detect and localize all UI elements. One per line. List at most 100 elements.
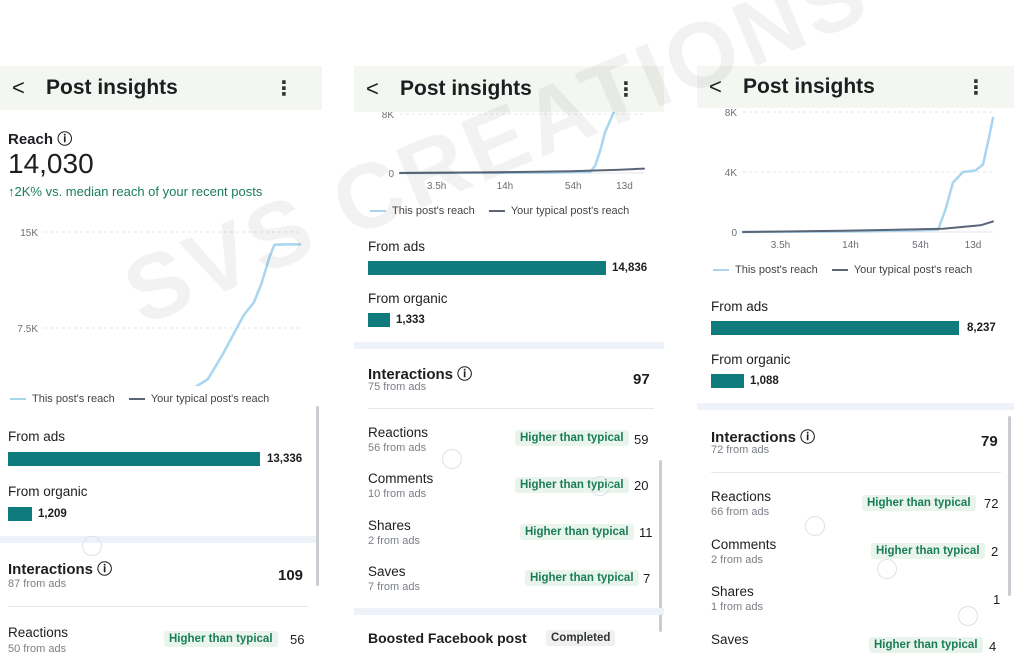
y-tick-label: 8K — [725, 108, 738, 119]
from-organic-bar — [368, 313, 390, 327]
post-reach-swatch — [713, 269, 729, 271]
row-comments-value: 2 — [991, 544, 999, 559]
interactions-label: Interactions ⓘ — [368, 366, 473, 383]
x-tick-label: 14h — [497, 181, 514, 192]
higher-than-typical-badge: Higher than typical — [164, 631, 278, 647]
section-divider — [354, 608, 664, 615]
reach-chart: 0 4K 8K 3.5h 14h 54h 13d — [725, 108, 995, 251]
typical-reach-swatch — [128, 398, 145, 400]
page-title: Post insights — [743, 75, 875, 98]
more-vertical-icon[interactable]: ⋮ — [274, 77, 294, 100]
legend-post-reach: This post's reach — [32, 393, 115, 405]
y-tick-label: 15K — [20, 228, 38, 239]
completed-status-badge: Completed — [546, 630, 616, 646]
y-tick-label: 7.5K — [17, 324, 38, 335]
from-ads-label: From ads — [711, 299, 769, 314]
chevron-left-icon[interactable]: < — [12, 75, 25, 100]
scrollbar[interactable] — [316, 406, 319, 586]
higher-than-typical-badge: Higher than typical — [869, 637, 983, 653]
legend-post-reach: This post's reach — [392, 205, 475, 217]
y-tick-label: 0 — [731, 228, 737, 239]
row-reactions-sub: 50 from ads — [8, 643, 67, 654]
post-reach-line — [398, 110, 616, 175]
from-ads-bar — [368, 261, 606, 275]
row-reactions-value: 56 — [290, 632, 305, 647]
chevron-left-icon[interactable]: < — [709, 74, 722, 99]
x-tick-label: 13d — [965, 240, 982, 251]
scrollbar[interactable] — [659, 460, 662, 632]
from-ads-value: 14,836 — [612, 262, 648, 274]
reach-chart: 0 8K 3.5h 14h 54h 13d — [382, 110, 645, 192]
post-reach-line — [194, 243, 302, 386]
row-saves-value: 4 — [989, 639, 997, 654]
chevron-left-icon[interactable]: < — [366, 76, 379, 101]
interactions-label: Interactions ⓘ — [711, 429, 816, 446]
row-shares-sub: 1 from ads — [711, 601, 763, 613]
row-shares-label: Shares — [368, 518, 411, 533]
chart-legend: This post's reach Your typical post's re… — [10, 393, 269, 405]
higher-than-typical-badge: Higher than typical — [871, 543, 985, 559]
interactions-value: 109 — [278, 567, 304, 584]
from-organic-label: From organic — [711, 352, 791, 367]
row-shares-label: Shares — [711, 584, 754, 599]
post-reach-swatch — [370, 210, 386, 212]
more-vertical-icon[interactable]: ⋮ — [966, 76, 986, 99]
higher-than-typical-badge: Higher than typical — [515, 477, 629, 493]
section-divider — [0, 536, 316, 543]
interactions-sub: 72 from ads — [711, 444, 770, 456]
row-reactions-label: Reactions — [368, 425, 429, 440]
section-divider — [354, 342, 664, 349]
higher-than-typical-badge: Higher than typical — [862, 495, 976, 511]
row-saves-label: Saves — [711, 632, 749, 647]
touch-indicator — [590, 476, 610, 496]
page-title: Post insights — [46, 76, 178, 99]
typical-reach-swatch — [488, 210, 505, 212]
y-tick-label: 0 — [388, 169, 394, 180]
touch-indicator — [958, 606, 978, 626]
typical-reach-line — [742, 220, 994, 233]
higher-than-typical-badge: Higher than typical — [520, 524, 634, 540]
from-ads-value: 13,336 — [267, 453, 303, 465]
x-tick-label: 54h — [565, 181, 582, 192]
reach-comparison: ↑2K% vs. median reach of your recent pos… — [8, 184, 263, 199]
post-reach-swatch — [10, 398, 26, 400]
row-comments-label: Comments — [368, 471, 434, 486]
from-ads-bar — [8, 452, 260, 466]
from-organic-value: 1,088 — [750, 375, 779, 387]
post-insights-panel-2: 0 8K 3.5h 14h 54h 13d < Post insights ⋮ This … — [354, 66, 664, 654]
typical-reach-swatch — [831, 269, 848, 271]
header-bar: < Post insights ⋮ — [697, 66, 1014, 108]
from-organic-bar — [711, 374, 744, 388]
row-reactions-sub: 56 from ads — [368, 442, 427, 454]
from-organic-bar — [8, 507, 32, 521]
interactions-value: 79 — [981, 433, 998, 450]
touch-indicator — [82, 536, 102, 556]
higher-than-typical-badge: Higher than typical — [515, 430, 629, 446]
row-reactions-sub: 66 from ads — [711, 506, 770, 518]
row-saves-sub: 7 from ads — [368, 581, 420, 593]
higher-than-typical-badge: Higher than typical — [525, 570, 639, 586]
post-reach-line — [741, 116, 995, 234]
y-tick-label: 8K — [382, 110, 395, 121]
interactions-value: 97 — [633, 371, 650, 388]
row-shares-value: 1 — [993, 592, 1001, 607]
interactions-sub: 75 from ads — [368, 381, 427, 393]
chart-legend: This post's reach Your typical post's re… — [713, 264, 972, 276]
header-bar: < Post insights ⋮ — [354, 66, 664, 112]
from-organic-value: 1,333 — [396, 314, 425, 326]
row-reactions-label: Reactions — [8, 625, 69, 640]
row-shares-value: 11 — [639, 525, 653, 540]
interactions-label: Interactions ⓘ — [8, 561, 113, 578]
boosted-post-label[interactable]: Boosted Facebook post — [368, 630, 527, 646]
section-divider — [697, 403, 1014, 410]
more-vertical-icon[interactable]: ⋮ — [616, 78, 636, 101]
row-comments-label: Comments — [711, 537, 777, 552]
row-comments-sub: 2 from ads — [711, 554, 763, 566]
row-reactions-value: 59 — [634, 432, 649, 447]
x-tick-label: 3.5h — [427, 181, 446, 192]
scrollbar[interactable] — [1008, 416, 1011, 596]
divider-line — [368, 408, 654, 409]
divider-line — [711, 472, 1001, 473]
from-ads-value: 8,237 — [967, 322, 996, 334]
reach-label: Reach ⓘ — [8, 131, 73, 148]
